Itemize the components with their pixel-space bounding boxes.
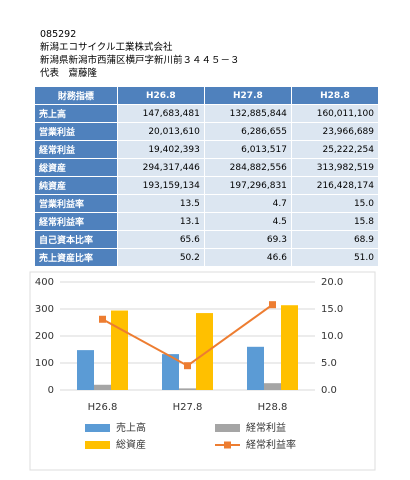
header-row: 財務指標 H26.8 H27.8 H28.8 <box>34 86 380 105</box>
row-label: 営業利益率 <box>34 194 118 213</box>
cell: 46.6 <box>203 248 292 267</box>
cell: 147,683,481 <box>116 104 205 123</box>
company: 新潟エコサイクル工業株式会社 <box>40 42 173 53</box>
code: 085292 <box>40 29 77 40</box>
legend-label: 総資産 <box>116 438 146 451</box>
bar <box>264 383 281 390</box>
representative: 代表 齋藤隆 <box>40 68 98 79</box>
bar <box>247 346 264 390</box>
cell: 216,428,174 <box>290 176 380 195</box>
cell: 13.5 <box>116 194 205 213</box>
y-tick-label: 400 <box>35 277 54 288</box>
y-tick-label: 0 <box>48 385 54 396</box>
table-row: 売上資産比率 50.2 46.6 51.0 <box>34 248 380 267</box>
row-label: 営業利益 <box>34 122 118 141</box>
cell: 197,296,831 <box>203 176 292 195</box>
financial-table: 財務指標 H26.8 H27.8 H28.8 売上高 147,683,481 132,885… <box>34 86 380 267</box>
row-label: 総資産 <box>34 158 118 177</box>
header-cell: H28.8 <box>290 86 380 105</box>
header-cell: 財務指標 <box>34 86 118 105</box>
line-marker <box>184 362 191 370</box>
legend-swatch <box>215 424 240 432</box>
cell: 6,286,655 <box>203 122 292 141</box>
cell: 65.6 <box>116 230 205 249</box>
address: 新潟県新潟市西蒲区横戸字新川前３４４５－３ <box>40 55 240 66</box>
header-cell: H27.8 <box>203 86 292 105</box>
cell: 160,011,100 <box>290 104 380 123</box>
table-row: 純資産 193,159,134 197,296,831 216,428,174 <box>34 176 380 195</box>
table-row: 経常利益率 13.1 4.5 15.8 <box>34 212 380 231</box>
cell: 23,966,689 <box>290 122 380 141</box>
row-label: 経常利益率 <box>34 212 118 231</box>
bar <box>179 388 196 390</box>
table-row: 営業利益 20,013,610 6,286,655 23,966,689 <box>34 122 380 141</box>
cell: 132,885,844 <box>203 104 292 123</box>
chart-frame <box>29 271 376 471</box>
header-cell: H26.8 <box>116 86 205 105</box>
cell: 4.5 <box>203 212 292 231</box>
row-label: 純資産 <box>34 176 118 195</box>
cell: 15.0 <box>290 194 380 213</box>
cell: 68.9 <box>290 230 380 249</box>
chart: 0 100 200 300 400 0.0 5.0 10.0 15.0 20.0 H26.8 H27.… <box>29 271 376 471</box>
table-row: 経常利益 19,402,393 6,013,517 25,222,254 <box>34 140 380 159</box>
cell: 4.7 <box>203 194 292 213</box>
y2-tick-label: 20.0 <box>321 277 343 288</box>
y2-tick-label: 10.0 <box>321 331 343 342</box>
header: 085292 新潟エコサイクル工業株式会社 新潟県新潟市西蒲区横戸字新川前３４４… <box>40 28 240 80</box>
cell: 19,402,393 <box>116 140 205 159</box>
x-tick-label: H28.8 <box>258 402 288 413</box>
table-row: 総資産 294,317,446 284,882,556 313,982,519 <box>34 158 380 177</box>
cell: 50.2 <box>116 248 205 267</box>
bar <box>196 313 213 390</box>
legend-swatch <box>224 441 231 449</box>
cell: 69.3 <box>203 230 292 249</box>
cell: 25,222,254 <box>290 140 380 159</box>
row-label: 経常利益 <box>34 140 118 159</box>
y-tick-label: 100 <box>35 358 54 369</box>
legend-swatch <box>85 424 110 432</box>
x-tick-label: H27.8 <box>173 402 203 413</box>
legend-label: 経常利益率 <box>246 438 296 451</box>
bar <box>162 354 179 390</box>
y2-tick-label: 5.0 <box>321 358 337 369</box>
row-label: 自己資本比率 <box>34 230 118 249</box>
cell: 15.8 <box>290 212 380 231</box>
bar <box>77 350 94 390</box>
bar <box>111 310 128 390</box>
cell: 284,882,556 <box>203 158 292 177</box>
cell: 294,317,446 <box>116 158 205 177</box>
row-label: 売上資産比率 <box>34 248 118 267</box>
y2-tick-label: 0.0 <box>321 385 337 396</box>
y-tick-label: 300 <box>35 304 54 315</box>
cell: 6,013,517 <box>203 140 292 159</box>
line-marker <box>99 315 106 323</box>
y2-tick-label: 15.0 <box>321 304 343 315</box>
cell: 13.1 <box>116 212 205 231</box>
table-row: 自己資本比率 65.6 69.3 68.9 <box>34 230 380 249</box>
x-tick-label: H26.8 <box>88 402 118 413</box>
bar <box>281 305 298 390</box>
cell: 313,982,519 <box>290 158 380 177</box>
cell: 193,159,134 <box>116 176 205 195</box>
legend-label: 経常利益 <box>246 421 286 434</box>
row-label: 売上高 <box>34 104 118 123</box>
bar <box>94 384 111 390</box>
table-row: 売上高 147,683,481 132,885,844 160,011,100 <box>34 104 380 123</box>
table-row: 営業利益率 13.5 4.7 15.0 <box>34 194 380 213</box>
cell: 20,013,610 <box>116 122 205 141</box>
line-marker <box>269 301 276 309</box>
cell: 51.0 <box>290 248 380 267</box>
legend-swatch <box>85 441 110 449</box>
legend-label: 売上高 <box>116 421 146 434</box>
y-tick-label: 200 <box>35 331 54 342</box>
